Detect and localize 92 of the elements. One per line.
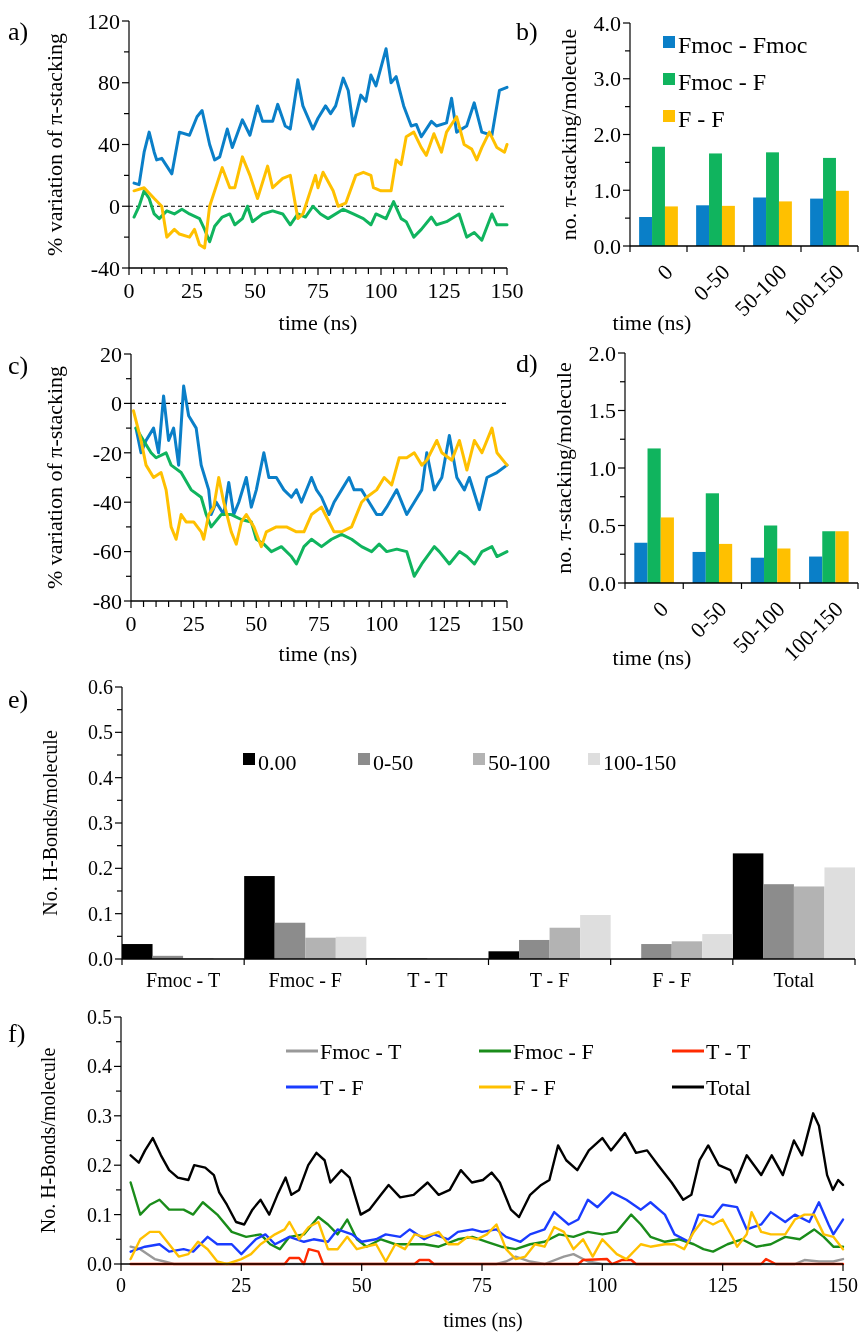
chart-title: d)	[516, 349, 538, 378]
x-tick-label: 125	[427, 277, 461, 303]
chart-title: a)	[8, 17, 29, 46]
y-tick-label: 0.6	[88, 676, 113, 698]
y-tick-label: 0.4	[88, 766, 113, 789]
legend-label: Fmoc - Fmoc	[678, 32, 808, 59]
x-tick-label: 125	[427, 610, 461, 636]
y-tick-label: 0.1	[87, 1203, 112, 1226]
y-tick-label: 0	[109, 193, 120, 219]
x-tick-label: 75	[308, 610, 330, 636]
x-tick-label: Fmoc - F	[268, 969, 342, 991]
x-axis-title: time (ns)	[612, 645, 692, 670]
x-tick-label: 125	[707, 1274, 738, 1296]
x-axis-title: time (ns)	[278, 310, 358, 335]
y-tick-label: 0	[111, 391, 122, 417]
y-tick-label: 1.0	[588, 455, 616, 481]
y-tick-label: 0.0	[588, 570, 616, 596]
legend-label: 50-100	[488, 749, 551, 775]
x-tick-label: 75	[307, 277, 329, 303]
y-tick-label: 0.0	[87, 1253, 112, 1275]
chart-title: e)	[8, 685, 29, 714]
y-tick-label: 0.0	[88, 948, 113, 970]
y-tick-label: 0.0	[593, 233, 621, 259]
y-tick-label: 80	[98, 70, 120, 96]
x-tick-label: 75	[472, 1274, 492, 1296]
legend-label: F - F	[678, 106, 725, 133]
y-tick-label: 0.3	[87, 1104, 112, 1127]
y-tick-label: -20	[92, 440, 122, 466]
y-tick-label: 1.0	[593, 177, 621, 203]
legend-label: 100-150	[603, 749, 677, 775]
x-tick-label: F - F	[652, 969, 692, 991]
legend-label: F - F	[513, 1074, 556, 1100]
x-axis-title: times (ns)	[443, 1309, 523, 1332]
y-tick-label: 4.0	[593, 10, 621, 36]
chart-title: f)	[8, 1019, 26, 1048]
x-tick-label: 50	[244, 277, 266, 303]
x-tick-label: 0-50	[688, 259, 735, 306]
legend-label: T - T	[706, 1038, 751, 1064]
x-axis-title: time (ns)	[278, 641, 358, 666]
y-tick-label: 0.4	[87, 1055, 112, 1078]
legend-label: 0-50	[373, 749, 414, 775]
y-tick-label: 1.5	[588, 398, 616, 424]
y-axis-title: % variation of π-stacking	[42, 365, 67, 590]
chart-title: c)	[8, 351, 29, 380]
legend-label: Fmoc - F	[513, 1038, 594, 1064]
y-tick-label: 3.0	[593, 66, 621, 92]
x-tick-label: 0	[647, 596, 674, 622]
x-tick-label: 150	[490, 610, 524, 636]
y-axis-title: no. π-stacking/molecule	[556, 28, 581, 241]
y-tick-label: 0.2	[87, 1154, 112, 1177]
x-tick-label: 100	[587, 1274, 618, 1296]
y-tick-label: 40	[98, 132, 120, 158]
legend-label: Fmoc - T	[320, 1038, 403, 1064]
y-tick-label: 2.0	[593, 122, 621, 148]
y-tick-label: -40	[92, 489, 122, 515]
x-tick-label: 100	[364, 277, 398, 303]
legend-label: Fmoc - F	[678, 69, 767, 96]
legend-label: T - F	[320, 1074, 364, 1100]
y-tick-label: 0.5	[88, 721, 113, 744]
y-tick-label: 0.1	[88, 902, 113, 925]
y-tick-label: 20	[100, 341, 122, 367]
x-tick-label: T - F	[529, 969, 570, 991]
x-tick-label: 25	[182, 610, 205, 636]
y-tick-label: -40	[90, 255, 120, 281]
y-axis-title: % variation of π-stacking	[42, 32, 67, 257]
x-tick-label: 50	[351, 1274, 372, 1296]
y-tick-label: -60	[92, 539, 122, 565]
x-tick-label: 150	[490, 277, 524, 303]
y-tick-label: -80	[92, 588, 122, 614]
x-tick-label: 150	[828, 1274, 858, 1296]
y-tick-label: 0.2	[88, 857, 113, 880]
y-tick-label: 2.0	[588, 340, 616, 366]
x-tick-label: 100	[365, 610, 399, 636]
y-axis-title: No. H-Bonds/molecule	[39, 730, 61, 916]
x-axis-title: time (ns)	[612, 310, 692, 335]
y-tick-label: 120	[87, 8, 120, 34]
y-axis-title: No. H-Bonds/molecule	[37, 1047, 59, 1234]
y-tick-label: 0.5	[588, 513, 616, 539]
x-tick-label: T - T	[407, 969, 448, 991]
x-tick-label: 25	[231, 1274, 252, 1296]
legend-label: 0.00	[258, 749, 297, 775]
y-tick-label: 0.3	[88, 812, 113, 834]
x-tick-label: Total	[773, 969, 815, 991]
y-axis-title: no. π-stacking/molecule	[551, 362, 576, 574]
chart-title: b)	[516, 17, 538, 46]
x-tick-label: Fmoc - T	[146, 969, 221, 991]
legend-label: Total	[706, 1074, 751, 1100]
y-tick-label: 0.5	[87, 1006, 112, 1028]
x-tick-label: 25	[181, 277, 203, 303]
x-tick-label: 0-50	[685, 596, 732, 643]
x-tick-label: 0	[652, 259, 678, 285]
x-tick-label: 50	[245, 610, 268, 636]
